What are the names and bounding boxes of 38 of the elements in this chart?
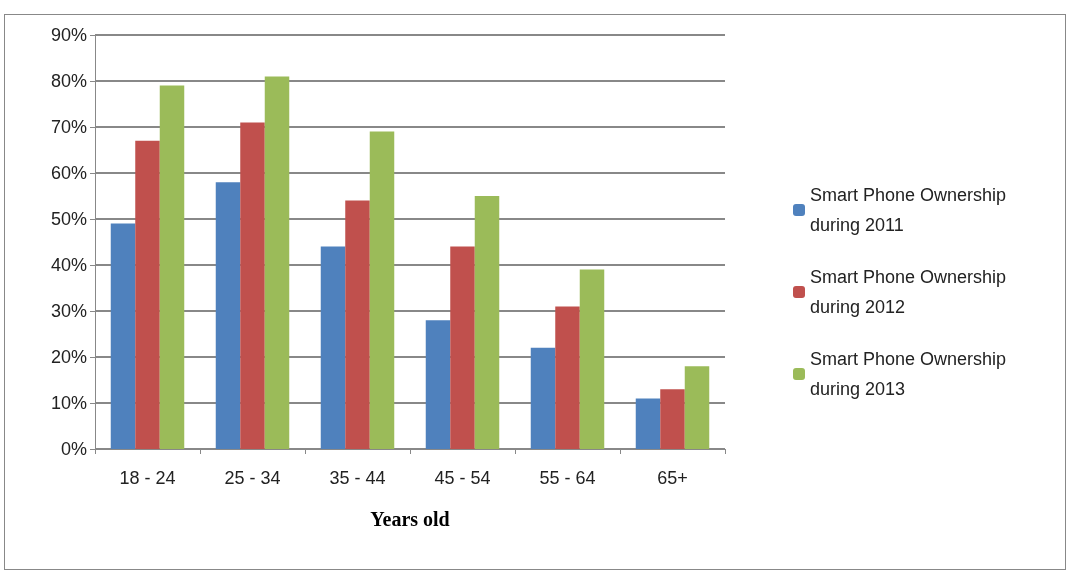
bar [135,140,160,449]
bar [684,366,710,449]
bar [215,182,241,449]
y-tick-label: 60% [50,163,87,183]
x-tick-label: 55 - 64 [539,468,596,488]
y-tick-label: 80% [50,71,87,91]
bar [425,320,451,449]
y-tick-label: 20% [50,347,87,367]
x-tick-label: 25 - 34 [224,468,281,488]
bar [320,246,346,449]
bar [474,196,500,449]
bar [579,269,605,449]
bar [530,347,556,449]
legend-label: Smart Phone Ownership during 2012 [810,267,1012,317]
y-tick-label: 30% [50,301,87,321]
bar [635,398,661,449]
bar [369,131,395,449]
y-tick-label: 10% [50,393,87,413]
legend-label: Smart Phone Ownership during 2011 [810,185,1012,235]
bar [110,223,136,449]
x-tick-label: 65+ [657,468,688,488]
legend-label: Smart Phone Ownership during 2013 [810,349,1012,399]
bar [264,76,290,449]
y-tick-label: 70% [50,117,87,137]
y-tick-label: 40% [50,255,87,275]
x-axis-title: Years old [370,508,450,530]
x-tick-label: 35 - 44 [329,468,386,488]
bar [660,389,685,449]
y-tick-label: 0% [60,439,87,459]
y-tick-label: 90% [50,25,87,45]
y-tick-label: 50% [50,209,87,229]
x-tick-label: 18 - 24 [119,468,176,488]
bar [450,246,475,449]
bar [345,200,370,449]
bar [555,306,580,449]
bar [240,122,265,449]
bar [159,85,185,449]
x-tick-label: 45 - 54 [434,468,491,488]
